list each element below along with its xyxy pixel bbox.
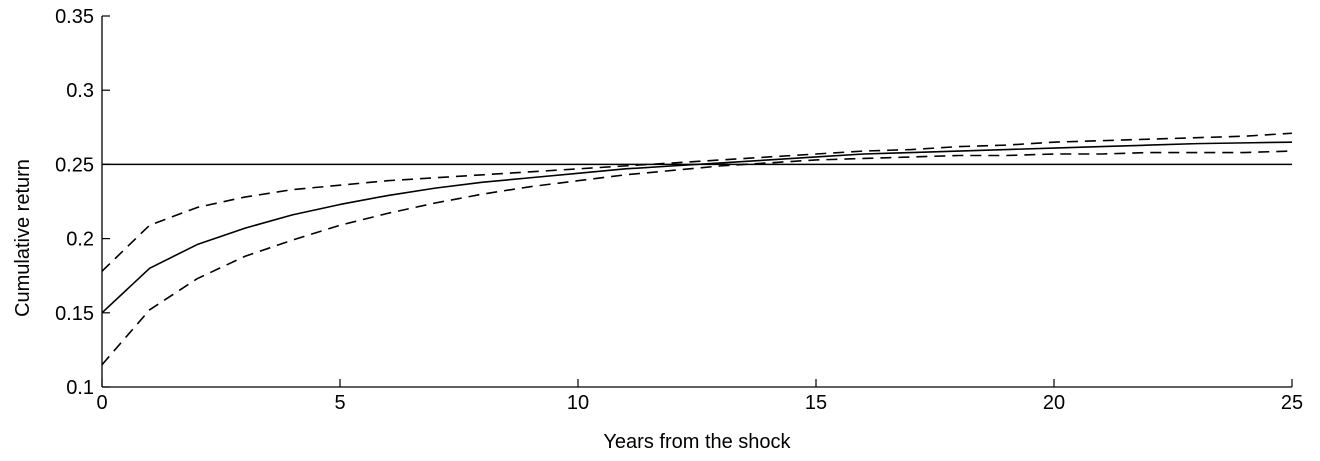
series-layer [101,132,1293,366]
y-tick-label: 0.35 [55,6,94,28]
x-axis-ticks: 0 5 10 15 20 25 [96,379,1303,414]
y-tick-label: 0.15 [55,303,94,325]
x-tick-label: 20 [1043,392,1065,414]
x-tick-label: 5 [334,392,345,414]
x-tick-label: 25 [1281,392,1303,414]
y-tick-label: 0.1 [66,377,94,399]
y-axis-ticks: 0.1 0.15 0.2 0.25 0.3 0.35 [55,6,110,399]
series-line-upper-band [101,132,1293,272]
x-tick-label: 10 [567,392,589,414]
series-line-estimate [101,141,1293,314]
x-tick-label: 15 [805,392,827,414]
plot-frame [101,16,1292,388]
series-line-lower-band [101,150,1293,366]
y-tick-label: 0.25 [55,154,94,176]
y-tick-label: 0.2 [66,229,94,251]
x-tick-label: 0 [96,392,107,414]
y-axis-label: Cumulative return [12,159,34,317]
y-tick-label: 0.3 [66,80,94,102]
x-axis-label: Years from the shock [603,431,791,453]
